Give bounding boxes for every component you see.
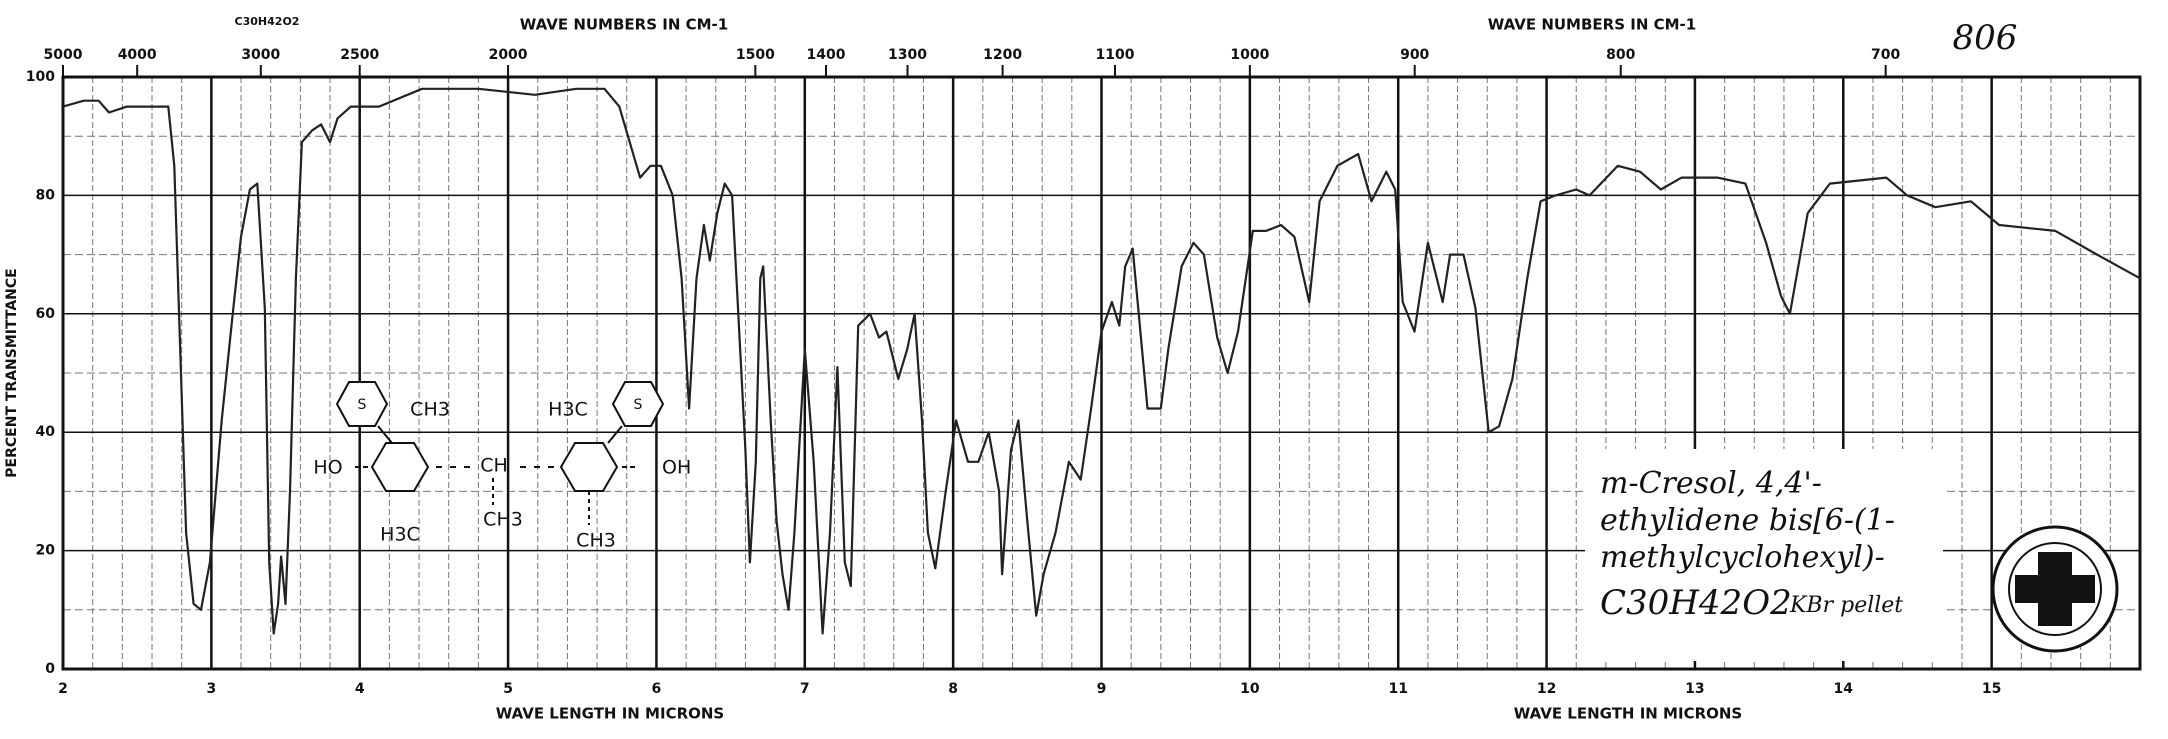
y-tick-label: 60 xyxy=(36,306,56,322)
compound-name: m-Cresol, 4,4'- xyxy=(1600,466,1822,501)
y-tick-label: 40 xyxy=(36,424,56,440)
ring xyxy=(559,442,619,492)
x-axis-label: WAVE LENGTH IN MICRONS xyxy=(1514,705,1743,723)
y-tick-label: 0 xyxy=(45,661,55,677)
x-tick-label: 8 xyxy=(948,681,958,697)
spectrum-line xyxy=(62,87,2141,635)
x-tick-label: 5 xyxy=(503,681,513,697)
structure-label: H3C xyxy=(380,524,420,546)
bond xyxy=(377,425,393,444)
y-tick-label: 80 xyxy=(36,187,56,203)
x-tick-label: 10 xyxy=(1240,681,1260,697)
plot-frame xyxy=(61,75,2142,671)
y-tick-label: 100 xyxy=(26,69,55,85)
plot-area xyxy=(61,75,2142,671)
structure-label: CH xyxy=(480,455,508,477)
bond xyxy=(607,425,623,444)
ring xyxy=(370,442,430,492)
structure-label: CH3 xyxy=(576,530,616,552)
x-tick-label: 13 xyxy=(1685,681,1704,697)
x-axis-label: WAVE LENGTH IN MICRONS xyxy=(496,705,725,723)
structure xyxy=(335,381,665,525)
x-tick-label: 4 xyxy=(355,681,365,697)
formula: C30H42O2 xyxy=(1600,583,1792,623)
catalog-number: 806 xyxy=(1953,18,2018,58)
compound-name: ethylidene bis[6-(1- xyxy=(1600,503,1895,538)
sample-prep: KBr pellet xyxy=(1789,593,1903,618)
x-tick-label: 2 xyxy=(58,681,68,697)
formula-top: C30H42O2 xyxy=(235,15,300,28)
x2-tick-label: 5000 xyxy=(44,47,83,63)
structure-label: H3C xyxy=(548,399,588,421)
x2-tick-label: 1000 xyxy=(1230,47,1269,63)
x-tick-label: 3 xyxy=(206,681,216,697)
x-tick-label: 14 xyxy=(1834,681,1854,697)
x2-tick-label: 1300 xyxy=(888,47,927,63)
structure-label: CH3 xyxy=(410,399,450,421)
structure-label: S xyxy=(634,397,643,413)
structure-label: CH3 xyxy=(483,509,523,531)
structure-label: HO xyxy=(313,457,342,479)
x2-tick-label: 2500 xyxy=(340,47,379,63)
x2-tick-label: 4000 xyxy=(118,47,157,63)
x-tick-label: 11 xyxy=(1388,681,1407,697)
x2-tick-label: 900 xyxy=(1400,47,1429,63)
x2-tick-label: 1500 xyxy=(736,47,775,63)
x-tick-label: 12 xyxy=(1537,681,1556,697)
y-tick-label: 20 xyxy=(36,543,56,559)
x2-axis-label: WAVE NUMBERS IN CM-1 xyxy=(1488,16,1696,34)
x2-tick-label: 3000 xyxy=(241,47,280,63)
x2-tick-label: 1100 xyxy=(1096,47,1135,63)
y-axis-label: PERCENT TRANSMITTANCE xyxy=(4,268,20,477)
ring xyxy=(335,381,389,427)
structure-label: OH xyxy=(662,457,691,479)
x-tick-label: 6 xyxy=(652,681,662,697)
x2-axis-label: WAVE NUMBERS IN CM-1 xyxy=(520,16,728,34)
ring xyxy=(611,381,665,427)
x2-tick-label: 700 xyxy=(1871,47,1900,63)
compound-name: methylcyclohexyl)- xyxy=(1600,540,1885,575)
logo xyxy=(1991,525,2119,653)
x2-tick-label: 1400 xyxy=(806,47,845,63)
x2-tick-label: 800 xyxy=(1606,47,1635,63)
x-tick-label: 15 xyxy=(1982,681,2001,697)
x2-tick-label: 2000 xyxy=(489,47,528,63)
structure-label: S xyxy=(358,397,367,413)
name-box xyxy=(1585,449,1943,661)
x2-tick-label: 1200 xyxy=(983,47,1022,63)
x-tick-label: 7 xyxy=(800,681,810,697)
x-tick-label: 9 xyxy=(1097,681,1107,697)
